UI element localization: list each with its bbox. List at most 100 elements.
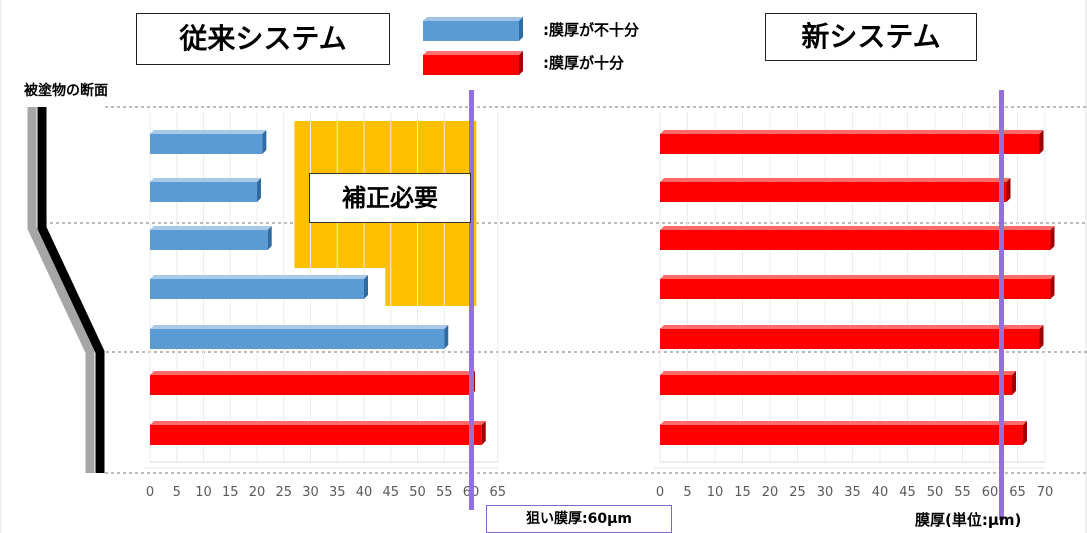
- bar-top-face: [150, 226, 272, 230]
- bar-front-face: [150, 375, 471, 395]
- new-system-title: 新システム: [765, 13, 977, 61]
- x-tick-label: 30: [817, 485, 834, 500]
- bar-front-face: [660, 279, 1051, 299]
- target-line: [469, 90, 474, 510]
- x-tick-label: 15: [734, 485, 751, 500]
- x-tick-label: 15: [222, 485, 239, 500]
- bar-old-3: [150, 226, 272, 250]
- x-tick-label: 70: [1037, 485, 1054, 500]
- x-tick-label: 45: [899, 485, 916, 500]
- bar-top-face: [660, 130, 1044, 134]
- bar-side-face: [1039, 325, 1044, 349]
- bar-new-3: [660, 226, 1055, 250]
- bar-new-6: [660, 371, 1016, 395]
- section-label: 被塗物の断面: [24, 83, 108, 99]
- bar-front-face: [150, 182, 257, 202]
- x-tick-label: 40: [356, 485, 373, 500]
- bar-side-face: [257, 178, 261, 202]
- x-tick-label: 25: [789, 485, 806, 500]
- x-tick-label: 65: [489, 485, 506, 500]
- bar-front-face: [150, 279, 364, 299]
- x-tick-label: 25: [275, 485, 292, 500]
- bar-front-face: [150, 134, 263, 154]
- bar-side-face: [1050, 275, 1055, 299]
- bar-top-face: [150, 178, 261, 182]
- bar-top-face: [660, 325, 1044, 329]
- x-tick-label: 30: [302, 485, 319, 500]
- correction-label: 補正必要: [309, 173, 471, 223]
- bar-side-face: [1012, 371, 1016, 395]
- bar-top-face: [150, 371, 475, 375]
- bar-new-4: [660, 275, 1055, 299]
- bar-top-face: [660, 226, 1055, 230]
- bar-old-5: [150, 325, 449, 349]
- bar-top-face: [660, 178, 1011, 182]
- target-thickness-label: 狙い膜厚:60µm: [486, 505, 672, 533]
- bar-old-2: [150, 178, 261, 202]
- bar-front-face: [150, 230, 268, 250]
- x-tick-label: 55: [436, 485, 453, 500]
- legend-label-sufficient: :膜厚が十分: [543, 54, 624, 72]
- bar-side-face: [1039, 130, 1044, 154]
- bar-old-1: [150, 130, 267, 154]
- x-tick-label: 35: [844, 485, 861, 500]
- bar-side-face: [444, 325, 449, 349]
- bar-side-face: [262, 130, 267, 154]
- bar-old-4: [150, 275, 368, 299]
- bar-top-face: [150, 130, 267, 134]
- x-tick-label: 35: [329, 485, 346, 500]
- bar-front-face: [660, 425, 1023, 445]
- bar-front-face: [660, 375, 1012, 395]
- bar-top-face: [660, 421, 1027, 425]
- bar-side-face: [1023, 421, 1027, 445]
- bar-top-face: [660, 275, 1055, 279]
- bar-old-6: [150, 371, 475, 395]
- bar-side-face: [364, 275, 368, 299]
- x-tick-label: 20: [762, 485, 779, 500]
- x-tick-label: 10: [195, 485, 212, 500]
- legend-swatch-insufficient: [423, 17, 523, 41]
- x-tick-label: 50: [927, 485, 944, 500]
- x-tick-label: 5: [683, 485, 691, 500]
- x-tick-label: 0: [146, 485, 154, 500]
- new-system-chart: 0 5 10 15 20 25 30 35 40 45 50 55 60 65 70: [654, 90, 1055, 520]
- bar-side-face: [267, 226, 272, 250]
- bar-new-2: [660, 178, 1011, 202]
- workpiece-cross-section: [27, 107, 105, 473]
- bar-front-face: [150, 329, 445, 349]
- target-line: [999, 90, 1004, 520]
- legend-swatch-sufficient: [423, 51, 523, 75]
- x-tick-label: 20: [249, 485, 266, 500]
- x-tick-label: 55: [954, 485, 971, 500]
- x-tick-label: 40: [872, 485, 889, 500]
- bar-new-5: [660, 325, 1044, 349]
- bar-top-face: [150, 275, 368, 279]
- axis-unit-label: 膜厚(単位:µm): [915, 511, 1022, 529]
- x-tick-label: 10: [707, 485, 724, 500]
- x-tick-label: 5: [173, 485, 181, 500]
- legend-label-insufficient: :膜厚が不十分: [543, 21, 639, 39]
- bar-old-7: [150, 421, 486, 445]
- x-tick-label: 50: [409, 485, 426, 500]
- bar-front-face: [660, 230, 1051, 250]
- bar-new-1: [660, 130, 1044, 154]
- x-tick-label: 45: [382, 485, 399, 500]
- bar-top-face: [660, 371, 1016, 375]
- bar-top-face: [150, 325, 449, 329]
- old-system-title: 従来システム: [136, 13, 390, 65]
- bar-new-7: [660, 421, 1027, 445]
- bar-side-face: [481, 421, 486, 445]
- bar-side-face: [1006, 178, 1011, 202]
- x-tick-label: 60: [982, 485, 999, 500]
- bar-side-face: [1050, 226, 1055, 250]
- bar-front-face: [660, 182, 1007, 202]
- bar-front-face: [150, 425, 482, 445]
- bar-front-face: [660, 134, 1040, 154]
- bar-front-face: [660, 329, 1040, 349]
- x-tick-label: 0: [656, 485, 664, 500]
